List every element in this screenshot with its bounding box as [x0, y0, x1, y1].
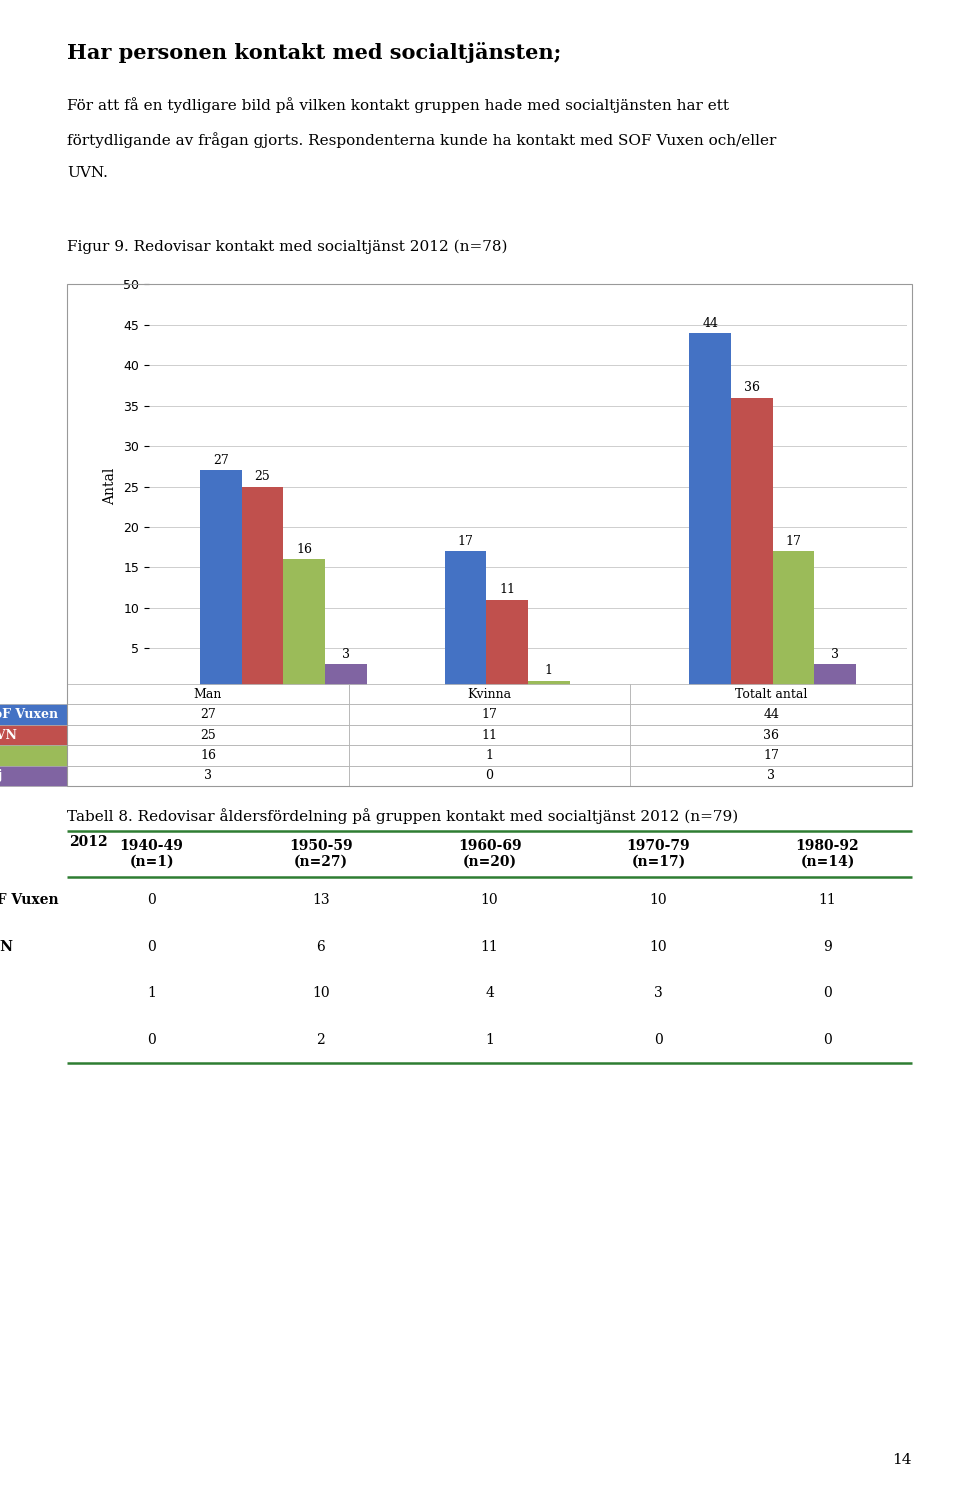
Bar	[283, 560, 324, 689]
Text: 1: 1	[544, 665, 553, 677]
Bar	[201, 470, 242, 689]
Text: 27: 27	[213, 454, 228, 467]
Text: 44: 44	[703, 317, 718, 329]
Bar	[324, 665, 367, 689]
Bar	[444, 551, 487, 689]
Bar	[528, 681, 569, 689]
Text: 16: 16	[296, 543, 312, 555]
Bar	[814, 665, 855, 689]
Text: Har personen kontakt med socialtjänsten;: Har personen kontakt med socialtjänsten;	[67, 42, 562, 63]
Text: 17: 17	[458, 534, 473, 548]
Text: 25: 25	[254, 470, 271, 484]
Text: 2012: 2012	[69, 835, 108, 849]
Y-axis label: Antal: Antal	[104, 469, 117, 504]
Text: 17: 17	[785, 534, 802, 548]
Text: Figur 9. Redovisar kontakt med socialtjänst 2012 (n=78): Figur 9. Redovisar kontakt med socialtjä…	[67, 240, 508, 254]
Bar	[773, 551, 814, 689]
Bar	[487, 600, 528, 689]
Text: Tabell 8. Redovisar åldersfördelning på gruppen kontakt med socialtjänst 2012 (n: Tabell 8. Redovisar åldersfördelning på …	[67, 808, 738, 825]
Text: För att få en tydligare bild på vilken kontakt gruppen hade med socialtjänsten h: För att få en tydligare bild på vilken k…	[67, 97, 730, 114]
Bar	[242, 487, 283, 689]
Text: 3: 3	[342, 648, 349, 662]
Bar	[732, 398, 773, 689]
Text: UVN.: UVN.	[67, 166, 108, 180]
Text: förtydligande av frågan gjorts. Respondenterna kunde ha kontakt med SOF Vuxen oc: förtydligande av frågan gjorts. Responde…	[67, 132, 777, 148]
Text: 11: 11	[499, 584, 516, 596]
Text: 36: 36	[744, 382, 760, 394]
Text: 3: 3	[831, 648, 839, 662]
Bar	[689, 332, 732, 689]
Text: 14: 14	[893, 1454, 912, 1467]
